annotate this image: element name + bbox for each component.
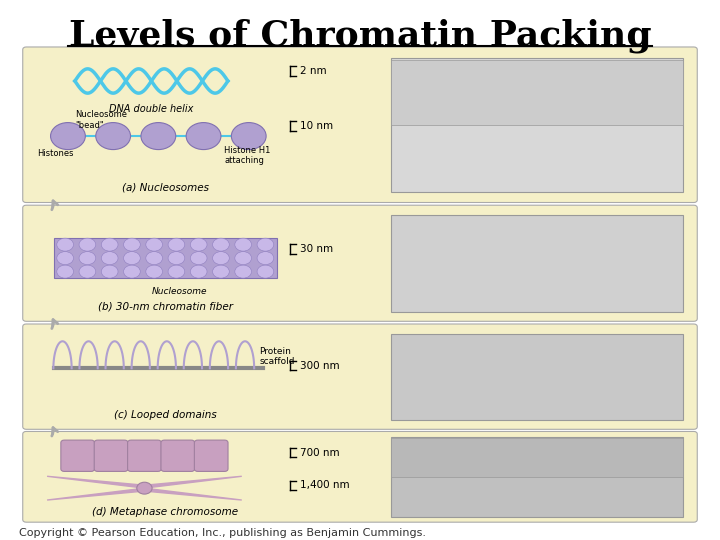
Circle shape bbox=[124, 265, 140, 278]
Circle shape bbox=[186, 123, 221, 150]
FancyBboxPatch shape bbox=[127, 440, 161, 471]
Circle shape bbox=[212, 238, 229, 251]
Circle shape bbox=[102, 238, 118, 251]
Circle shape bbox=[212, 252, 229, 265]
Bar bbox=[391, 215, 683, 312]
Circle shape bbox=[124, 238, 140, 251]
Circle shape bbox=[146, 238, 163, 251]
Circle shape bbox=[141, 123, 176, 150]
Text: (c) Looped domains: (c) Looped domains bbox=[114, 409, 217, 420]
Circle shape bbox=[79, 265, 96, 278]
Circle shape bbox=[235, 238, 251, 251]
Circle shape bbox=[96, 123, 130, 150]
Text: Histones: Histones bbox=[37, 149, 73, 158]
Polygon shape bbox=[47, 476, 242, 500]
Circle shape bbox=[102, 252, 118, 265]
Circle shape bbox=[102, 265, 118, 278]
Circle shape bbox=[190, 265, 207, 278]
Circle shape bbox=[57, 265, 73, 278]
FancyBboxPatch shape bbox=[23, 431, 697, 522]
Text: Copyright © Pearson Education, Inc., publishing as Benjamin Cummings.: Copyright © Pearson Education, Inc., pub… bbox=[19, 528, 426, 538]
Bar bbox=[391, 334, 683, 420]
Text: Nucleosome: Nucleosome bbox=[151, 287, 207, 296]
FancyBboxPatch shape bbox=[194, 440, 228, 471]
Text: 10 nm: 10 nm bbox=[300, 121, 333, 131]
Circle shape bbox=[235, 265, 251, 278]
Bar bbox=[391, 437, 683, 517]
Circle shape bbox=[231, 123, 266, 150]
Circle shape bbox=[257, 252, 274, 265]
Circle shape bbox=[168, 252, 185, 265]
FancyBboxPatch shape bbox=[94, 440, 128, 471]
Bar bbox=[54, 238, 276, 279]
FancyBboxPatch shape bbox=[23, 205, 697, 321]
Circle shape bbox=[168, 238, 185, 251]
FancyBboxPatch shape bbox=[161, 440, 194, 471]
Circle shape bbox=[235, 252, 251, 265]
Text: (d) Metaphase chromosome: (d) Metaphase chromosome bbox=[92, 507, 238, 517]
FancyBboxPatch shape bbox=[61, 440, 94, 471]
Circle shape bbox=[57, 238, 73, 251]
FancyBboxPatch shape bbox=[23, 324, 697, 429]
Circle shape bbox=[79, 252, 96, 265]
Bar bbox=[391, 438, 683, 476]
Text: (a) Nucleosomes: (a) Nucleosomes bbox=[122, 183, 209, 193]
Text: 30 nm: 30 nm bbox=[300, 244, 333, 254]
Circle shape bbox=[190, 238, 207, 251]
Text: DNA double helix: DNA double helix bbox=[109, 104, 194, 114]
Bar bbox=[391, 60, 683, 125]
Circle shape bbox=[190, 252, 207, 265]
Circle shape bbox=[50, 123, 86, 150]
Circle shape bbox=[124, 252, 140, 265]
Circle shape bbox=[212, 265, 229, 278]
Text: Histone H1
attaching: Histone H1 attaching bbox=[225, 146, 271, 165]
Text: 2 nm: 2 nm bbox=[300, 66, 326, 76]
Circle shape bbox=[146, 265, 163, 278]
Circle shape bbox=[257, 238, 274, 251]
Circle shape bbox=[57, 252, 73, 265]
Text: 1,400 nm: 1,400 nm bbox=[300, 481, 349, 490]
Circle shape bbox=[79, 238, 96, 251]
Ellipse shape bbox=[137, 482, 152, 494]
Text: 300 nm: 300 nm bbox=[300, 361, 339, 370]
Text: (b) 30-nm chromatin fiber: (b) 30-nm chromatin fiber bbox=[98, 301, 233, 312]
Text: Levels of Chromatin Packing: Levels of Chromatin Packing bbox=[68, 19, 652, 53]
Circle shape bbox=[146, 252, 163, 265]
Polygon shape bbox=[47, 476, 242, 500]
Circle shape bbox=[168, 265, 185, 278]
Text: Nucleosome
"bead": Nucleosome "bead" bbox=[75, 110, 127, 130]
FancyBboxPatch shape bbox=[23, 47, 697, 202]
Text: Protein
scaffold: Protein scaffold bbox=[259, 347, 294, 366]
Text: 700 nm: 700 nm bbox=[300, 448, 339, 457]
Circle shape bbox=[257, 265, 274, 278]
Bar bbox=[391, 58, 683, 192]
